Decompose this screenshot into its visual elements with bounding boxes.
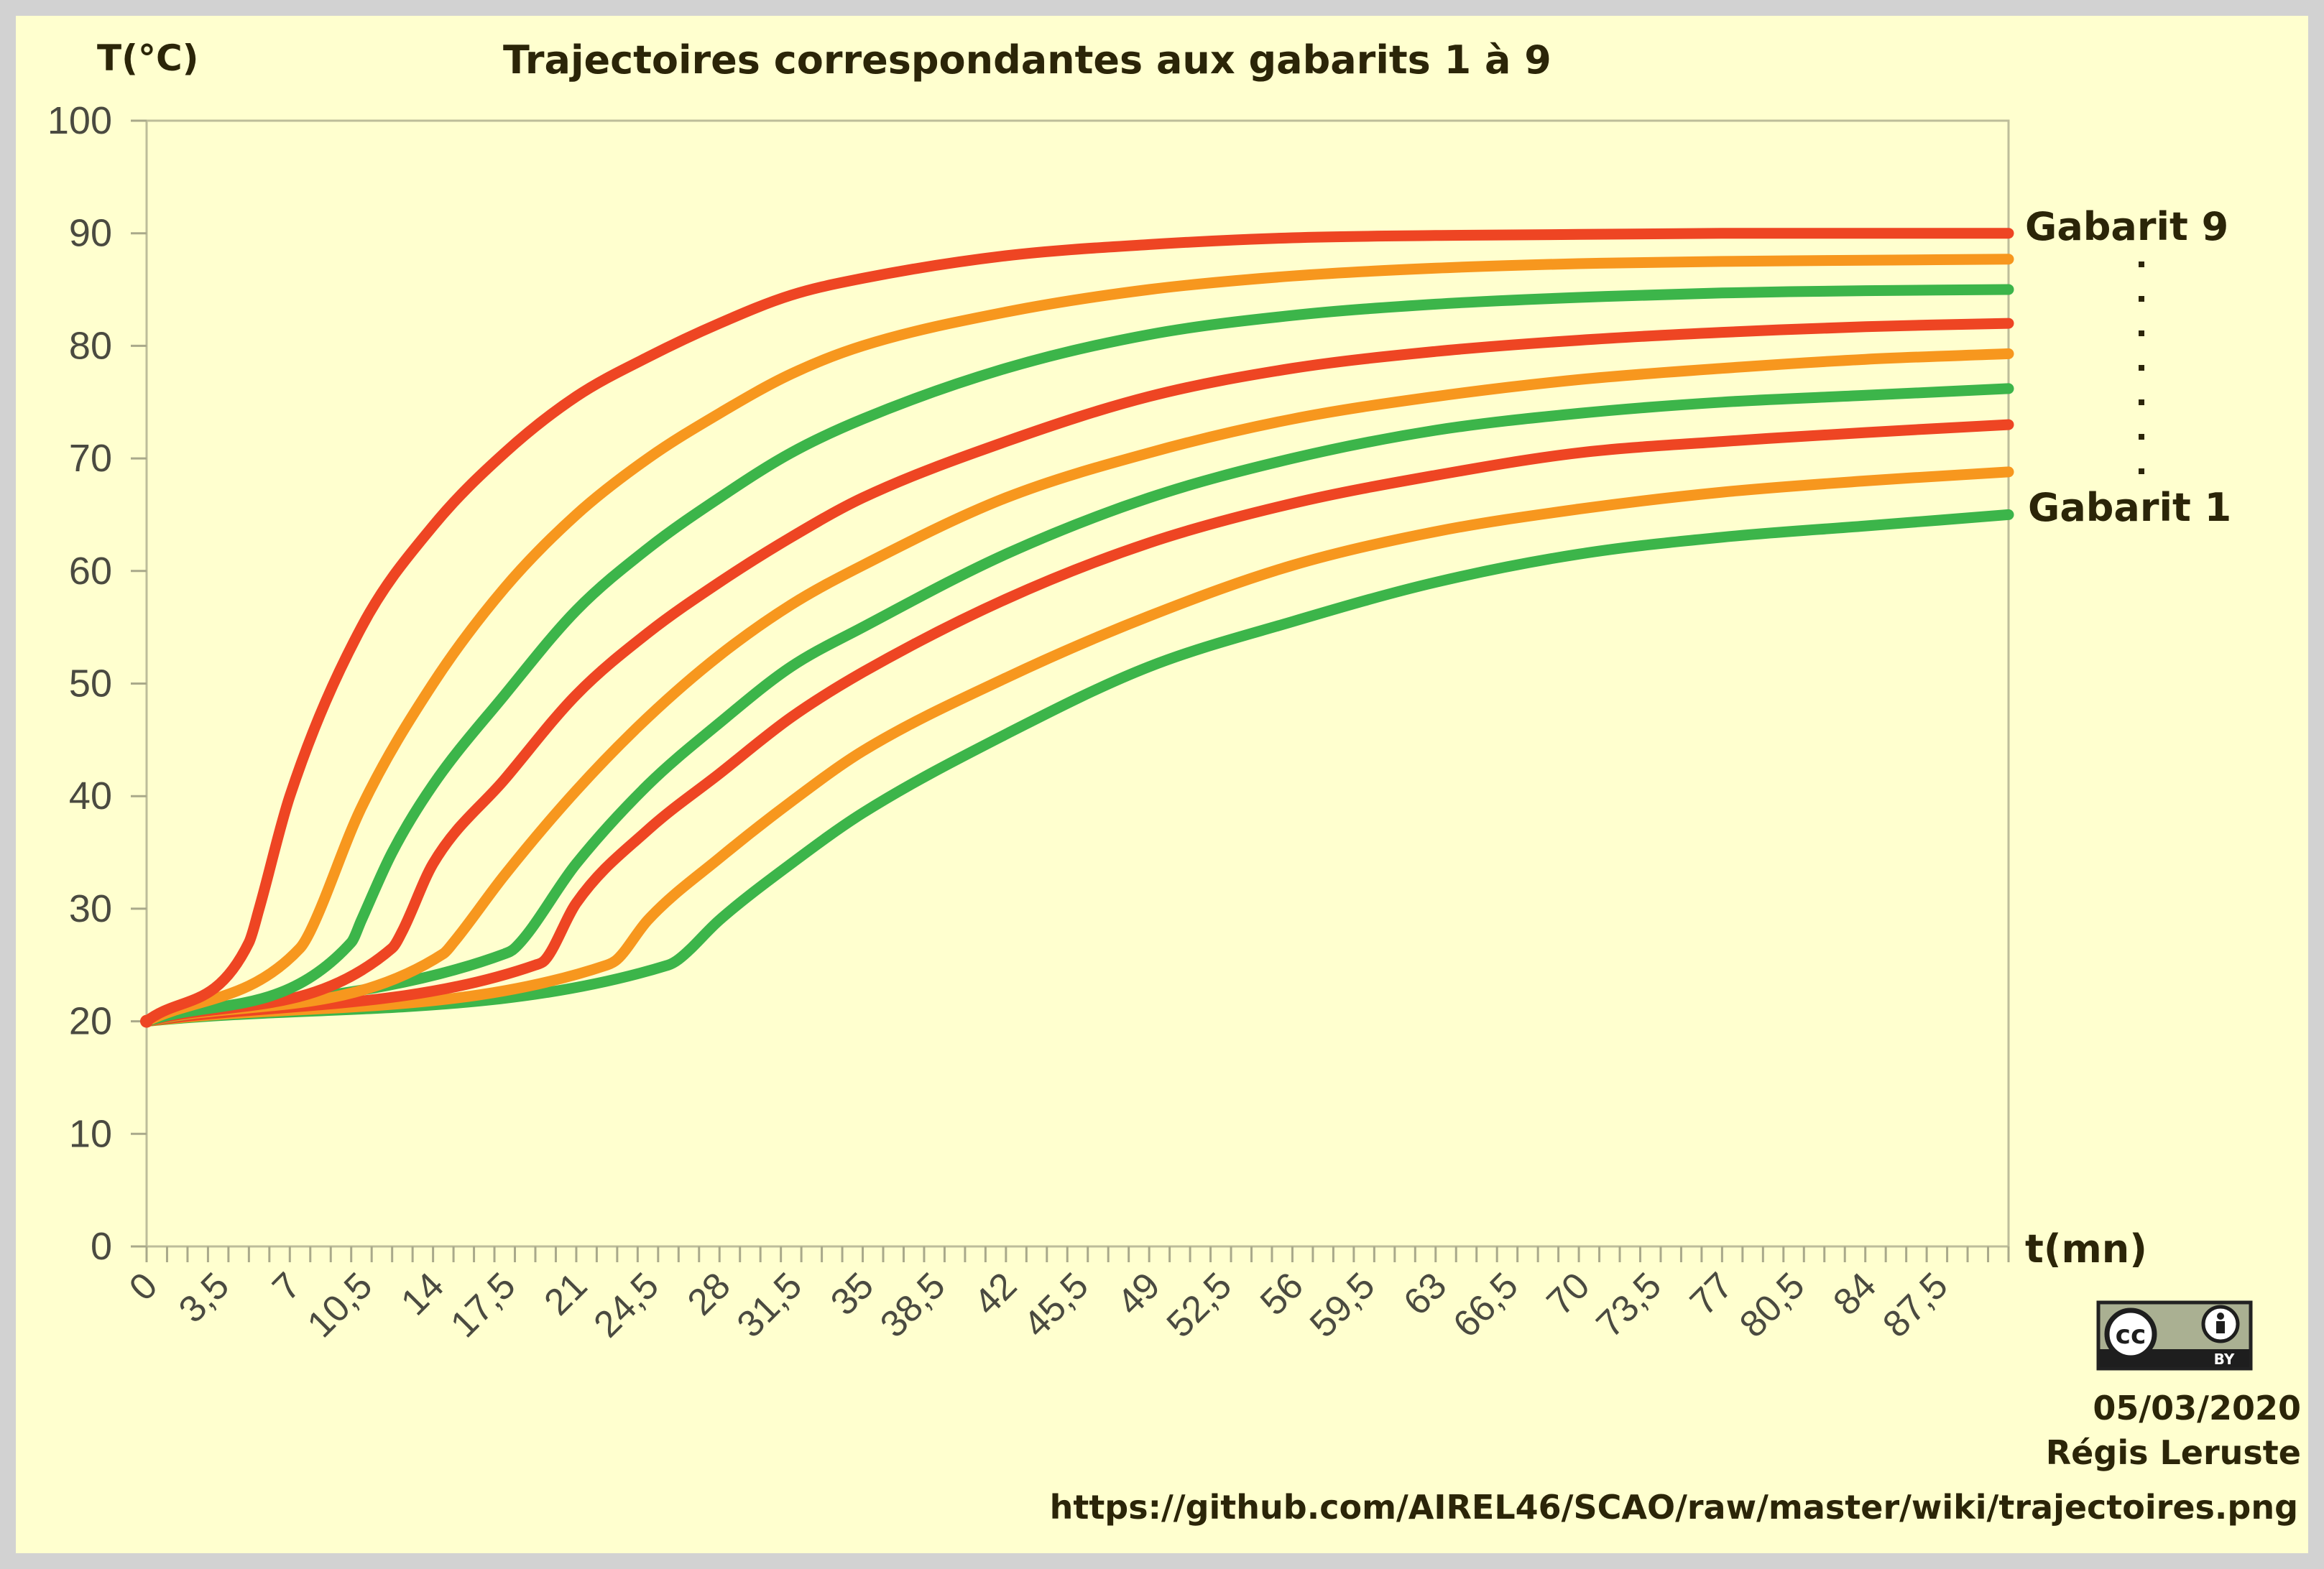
y-tick-label: 50	[69, 662, 112, 705]
y-tick-label: 90	[69, 212, 112, 255]
ellipsis-dot	[2139, 296, 2144, 302]
date-text: 05/03/2020	[2093, 1389, 2301, 1427]
y-tick-label: 80	[69, 324, 112, 367]
y-tick-label: 0	[91, 1225, 112, 1268]
url-text: https://github.com/AIREL46/SCAO/raw/mast…	[1050, 1488, 2298, 1527]
ellipsis-dot	[2139, 330, 2144, 336]
series-line-gabarit-6	[141, 318, 2014, 1027]
series-line-gabarit-5	[141, 348, 2014, 1027]
y-tick-label: 20	[69, 1000, 112, 1043]
ellipsis-dot	[2139, 365, 2144, 371]
start-marker	[140, 1014, 153, 1028]
y-tick-label: 10	[69, 1112, 112, 1155]
x-tick-label: 59,5	[1302, 1264, 1383, 1346]
ellipsis-dot	[2139, 468, 2144, 474]
y-tick-label: 30	[69, 887, 112, 930]
x-tick-label: 17,5	[443, 1264, 524, 1346]
label-gabarit-9: Gabarit 9	[2025, 204, 2228, 249]
ellipsis-dots	[2139, 262, 2144, 474]
x-tick-label: 45,5	[1015, 1264, 1097, 1346]
label-gabarit-1: Gabarit 1	[2028, 485, 2231, 530]
series-line-gabarit-1	[141, 509, 2014, 1027]
y-tick-label: 70	[69, 437, 112, 480]
author-text: Régis Leruste	[2046, 1433, 2301, 1472]
ellipsis-dot	[2139, 399, 2144, 405]
x-tick-label: 73,5	[1589, 1264, 1670, 1346]
x-tick-label: 66,5	[1445, 1264, 1526, 1346]
y-tick-label: 40	[69, 774, 112, 818]
x-axis-label: t(mn)	[2025, 1226, 2147, 1272]
ellipsis-dot	[2139, 434, 2144, 440]
x-tick-label: 7	[264, 1264, 308, 1308]
x-tick-label: 38,5	[872, 1264, 954, 1346]
x-tick-label: 3,5	[171, 1264, 237, 1330]
y-axis: 0 10 20 30 40 50 60 70 80 90 100	[47, 99, 147, 1268]
by-label: BY	[2214, 1351, 2235, 1368]
x-tick-label: 10,5	[300, 1264, 381, 1346]
series-line-gabarit-9	[141, 228, 2014, 1027]
cc-by-icon: cc BY	[2096, 1300, 2253, 1371]
series-line-gabarit-4	[141, 383, 2014, 1027]
series-line-gabarit-8	[141, 254, 2014, 1027]
y-tick-label: 100	[47, 99, 112, 142]
chart-title: Trajectoires correspondantes aux gabarit…	[503, 37, 1551, 83]
y-tick-label: 60	[69, 550, 112, 593]
x-tick-label: 31,5	[729, 1264, 811, 1346]
x-tick-label: 80,5	[1732, 1264, 1813, 1346]
y-axis-label: T(°C)	[97, 37, 199, 79]
x-tick-label: 0	[121, 1264, 165, 1308]
series-layer	[140, 228, 2014, 1028]
x-tick-label: 24,5	[586, 1264, 667, 1346]
series-line-gabarit-7	[141, 284, 2014, 1027]
series-line-gabarit-2	[141, 466, 2014, 1027]
x-tick-label: 52,5	[1159, 1264, 1240, 1346]
x-tick-label: 87,5	[1875, 1264, 1956, 1346]
cc-label: cc	[2116, 1320, 2147, 1350]
series-line-gabarit-3	[141, 419, 2014, 1027]
ellipsis-dot	[2139, 262, 2144, 267]
